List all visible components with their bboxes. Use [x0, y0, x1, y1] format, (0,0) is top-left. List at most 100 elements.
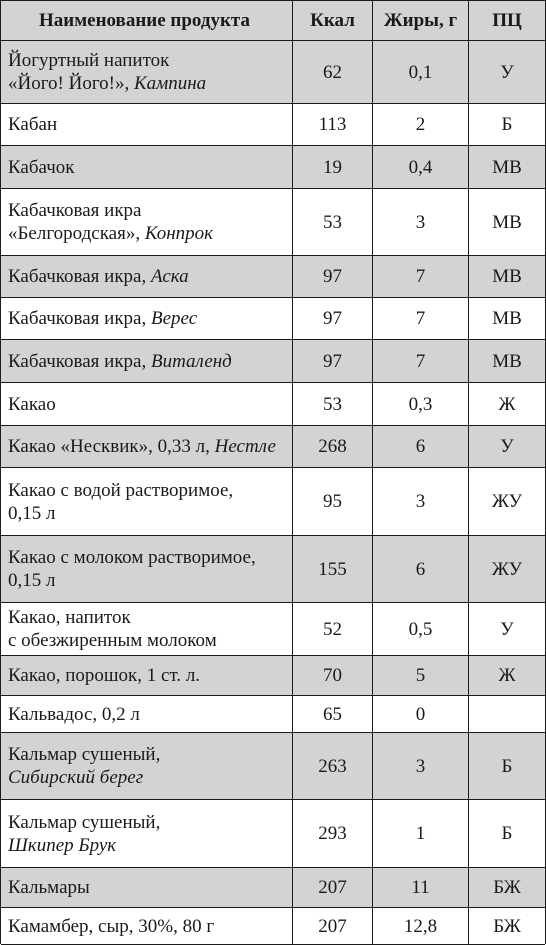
product-line1: Кабачковая икра	[8, 200, 142, 221]
product-name: Какао, напиток с обезжиренным молоком	[1, 603, 293, 655]
table-row: Какао с водой растворимое, 0,15 л 95 3 ЖУ	[1, 468, 545, 536]
fat-value: 0,4	[373, 146, 469, 188]
kcal-value: 97	[293, 256, 373, 297]
fat-value: 3	[373, 733, 469, 799]
table-row: Кабачковая икра, Виталенд 97 7 МВ	[1, 340, 545, 383]
pc-value: МВ	[492, 211, 522, 233]
kcal-value: 293	[293, 800, 373, 867]
table-row: Кальмар сушеный, Шкипер Брук 293 1 Б	[1, 800, 545, 868]
product-name: Кальмар сушеный, Шкипер Брук	[1, 800, 293, 867]
kcal-value: 53	[293, 189, 373, 255]
pc-value: Ж	[498, 393, 516, 415]
product-name: Кабачковая икра «Белгородская», Конпрок	[1, 189, 293, 255]
pc-value: ЖУ	[491, 491, 523, 512]
product-line2: с обезжиренным молоком	[8, 630, 217, 651]
product-brand: Виталенд	[151, 350, 232, 372]
kcal-value: 52	[293, 603, 373, 655]
pc-value: БЖ	[493, 915, 521, 937]
product-line2: «Його! Його!»,	[8, 73, 134, 94]
table-row: Какао, напиток с обезжиренным молоком 52 …	[1, 603, 545, 656]
table-row: Кабачковая икра, Верес 97 7 МВ	[1, 298, 545, 340]
table-header: Наименование продукта Ккал Жиры, г ПЦ	[1, 1, 545, 41]
kcal-value: 207	[293, 868, 373, 907]
fat-value: 2	[373, 104, 469, 145]
kcal-value: 97	[293, 340, 373, 382]
table-row: Какао с молоком растворимое, 0,15 л 155 6…	[1, 536, 545, 603]
product-line1: Кальмар сушеный,	[8, 744, 161, 765]
product-name: Камамбер, сыр, 30%, 80 г	[1, 908, 293, 944]
table-row: Камамбер, сыр, 30%, 80 г 207 12,8 БЖ	[1, 908, 545, 945]
product-brand: Сибирский берег	[8, 767, 144, 788]
product-line1: Какао «Несквик», 0,33 л,	[8, 436, 215, 457]
kcal-value: 155	[293, 536, 373, 602]
table-row: Кальмары 207 11 БЖ	[1, 868, 545, 908]
pc-value: МВ	[492, 266, 522, 287]
kcal-value: 53	[293, 383, 373, 425]
kcal-value: 97	[293, 298, 373, 339]
fat-value: 3	[373, 189, 469, 255]
table-row: Кабачковая икра, Аска 97 7 МВ	[1, 256, 545, 298]
product-name: Какао	[1, 383, 293, 425]
product-name: Какао с водой растворимое, 0,15 л	[1, 468, 293, 535]
pc-value: Б	[501, 823, 513, 844]
kcal-value: 268	[293, 426, 373, 467]
header-fat: Жиры, г	[373, 1, 469, 40]
table-row: Какао, порошок, 1 ст. л. 70 5 Ж	[1, 656, 545, 696]
product-line1: Какао, напиток	[8, 607, 131, 628]
kcal-value: 19	[293, 146, 373, 188]
table-row: Какао 53 0,3 Ж	[1, 383, 545, 426]
kcal-value: 62	[293, 41, 373, 103]
fat-value: 7	[373, 256, 469, 297]
kcal-value: 113	[293, 104, 373, 145]
table-row: Кальмар сушеный, Сибирский берег 263 3 Б	[1, 733, 545, 800]
product-name: Кабан	[1, 104, 293, 145]
fat-value: 0,3	[373, 383, 469, 425]
product-brand: Кампина	[134, 73, 207, 94]
product-line1: Кабачковая икра,	[8, 266, 151, 287]
kcal-value: 263	[293, 733, 373, 799]
fat-value: 3	[373, 468, 469, 535]
product-name: Какао «Несквик», 0,33 л, Нестле	[1, 426, 293, 467]
table-row: Кабачок 19 0,4 МВ	[1, 146, 545, 189]
table-row: Кальвадос, 0,2 л 65 0	[1, 696, 545, 733]
kcal-value: 65	[293, 696, 373, 732]
product-name: Йогуртный напиток «Його! Його!», Кампина	[1, 41, 293, 103]
pc-value: Ж	[498, 665, 516, 686]
product-line2: 0,15 л	[8, 570, 56, 591]
table-row: Кабан 113 2 Б	[1, 104, 545, 146]
product-line1: Какао с молоком растворимое,	[8, 547, 256, 568]
header-kcal: Ккал	[293, 1, 373, 40]
pc-value: БЖ	[493, 877, 521, 898]
fat-value: 0,1	[373, 41, 469, 103]
fat-value: 12,8	[373, 908, 469, 944]
fat-value: 6	[373, 426, 469, 467]
product-name: Кальвадос, 0,2 л	[1, 696, 293, 732]
product-line1: Какао с водой растворимое,	[8, 479, 234, 501]
fat-value: 6	[373, 536, 469, 602]
product-name: Кальмары	[1, 868, 293, 907]
product-name: Какао, порошок, 1 ст. л.	[1, 656, 293, 695]
fat-value: 11	[373, 868, 469, 907]
fat-value: 0,5	[373, 603, 469, 655]
pc-value	[469, 696, 545, 732]
fat-value: 1	[373, 800, 469, 867]
fat-value: 0	[373, 696, 469, 732]
pc-value: МВ	[492, 156, 522, 178]
product-name: Кабачковая икра, Аска	[1, 256, 293, 297]
product-line2: 0,15 л	[8, 502, 56, 524]
fat-value: 7	[373, 298, 469, 339]
kcal-value: 70	[293, 656, 373, 695]
kcal-value: 207	[293, 908, 373, 944]
product-name: Кальмар сушеный, Сибирский берег	[1, 733, 293, 799]
product-name: Кабачковая икра, Виталенд	[1, 340, 293, 382]
pc-value: Б	[501, 755, 513, 777]
product-line1: Кабачковая икра,	[8, 308, 151, 329]
pc-value: У	[500, 436, 514, 457]
header-pc: ПЦ	[492, 10, 522, 31]
pc-value: У	[500, 618, 514, 640]
product-name: Какао с молоком растворимое, 0,15 л	[1, 536, 293, 602]
product-line2: «Белгородская»,	[8, 223, 145, 244]
product-brand: Верес	[151, 308, 198, 329]
pc-value: У	[500, 61, 514, 83]
